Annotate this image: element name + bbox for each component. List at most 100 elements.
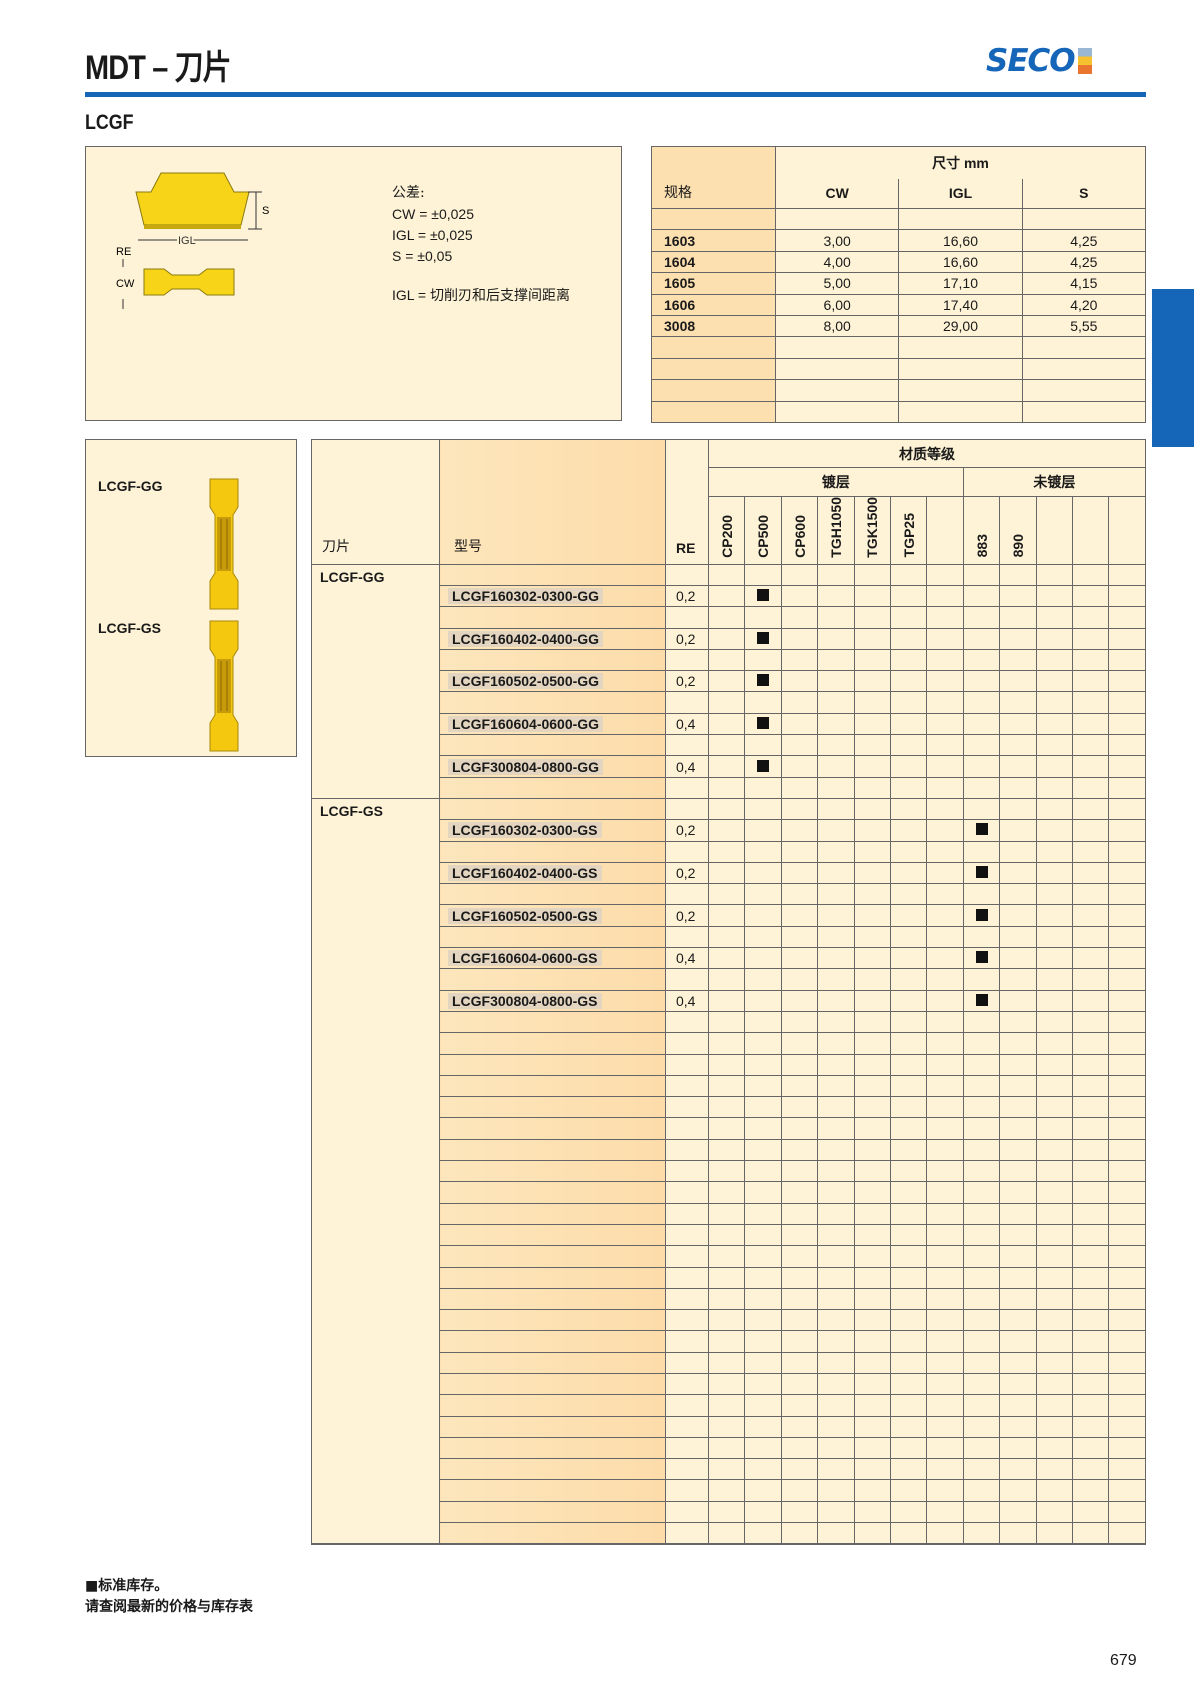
grade-label: CP200 (718, 514, 735, 558)
model-cell (439, 1479, 666, 1502)
grade-cell (926, 1394, 964, 1417)
grade-cell (707, 1223, 746, 1247)
model-code[interactable]: LCGF160604-0600-GG (448, 715, 604, 732)
grade-cell (1108, 1202, 1146, 1225)
svg-text:CW: CW (116, 278, 135, 290)
model-code[interactable]: LCGF160302-0300-GS (448, 822, 602, 839)
dim-cell (651, 357, 776, 380)
grade-cell (890, 1479, 928, 1502)
model-code[interactable]: LCGF160502-0500-GG (448, 673, 604, 690)
grade-cell (999, 776, 1037, 799)
grade-cell (999, 563, 1037, 587)
grade-cell (780, 1032, 819, 1055)
grade-cell (1108, 1415, 1146, 1438)
grade-cell (744, 1010, 782, 1034)
model-code[interactable]: LCGF160402-0400-GG (448, 630, 604, 647)
grade-cell (1072, 904, 1110, 927)
grade-cell (1035, 968, 1074, 991)
grade-cell (744, 925, 782, 949)
grade-cell (1035, 1032, 1074, 1055)
grade-cell (890, 712, 928, 736)
grade-cell (1072, 1053, 1110, 1076)
grade-cell (853, 925, 892, 949)
dim-cell (898, 379, 1023, 402)
model-code[interactable]: LCGF160604-0600-GS (448, 950, 602, 967)
grade-cell (999, 1117, 1037, 1140)
model-cell (439, 1202, 666, 1225)
grade-cell (1072, 1245, 1110, 1268)
grade-cell (1072, 1436, 1110, 1460)
grade-cell (780, 734, 819, 757)
grade-cell (744, 840, 782, 863)
grade-header: TGK1500 (853, 496, 892, 565)
grade-cell (926, 1309, 964, 1332)
model-cell (439, 1266, 666, 1289)
model-cell (439, 1096, 666, 1119)
table-row-empty (312, 648, 1146, 672)
grade-cell (780, 1160, 819, 1183)
table-row: LCGF160302-0300-GS 0,2 (312, 819, 1146, 842)
insert-drawing-panel: S IGL RE CW 公差: CW = ±0,025 IGL = ±0,025… (85, 146, 622, 421)
re-value: 0,2 (665, 904, 709, 927)
re-value: 0,2 (665, 670, 709, 693)
grade-cell (999, 1138, 1037, 1162)
model-code[interactable]: LCGF160402-0400-GS (448, 865, 602, 881)
grade-cell (853, 648, 892, 672)
grade-cell (1072, 1202, 1110, 1225)
grade-cell (1072, 819, 1110, 842)
grade-cell (744, 989, 782, 1012)
grade-cell (999, 648, 1037, 672)
grade-cell (962, 1330, 1001, 1353)
grade-cell (1072, 1223, 1110, 1247)
grade-cell (1072, 925, 1110, 949)
dim-s: 5,55 (1021, 314, 1146, 337)
grade-cell (962, 1096, 1001, 1119)
grade-cell (890, 1287, 928, 1311)
grade-cell (926, 1287, 964, 1311)
re-value (665, 1479, 709, 1502)
grade-cell (890, 1160, 928, 1183)
grade-cell (1108, 1053, 1146, 1076)
grade-cell (744, 1032, 782, 1055)
grade-cell (707, 776, 746, 799)
model-cell: LCGF300804-0800-GG (439, 755, 666, 778)
grade-cell (853, 606, 892, 629)
grade-cell (1108, 904, 1146, 927)
grade-cell (744, 1500, 782, 1524)
model-cell (439, 1117, 666, 1140)
grade-cell (1035, 904, 1074, 927)
grade-cell (926, 1415, 964, 1438)
dim-cw: 8,00 (774, 314, 899, 337)
grade-cell (1035, 1351, 1074, 1374)
model-code[interactable]: LCGF300804-0800-GS (448, 992, 602, 1009)
dim-row: 1606 6,00 17,40 4,20 (651, 293, 1146, 316)
model-code[interactable]: LCGF300804-0800-GG (448, 758, 604, 775)
model-cell (439, 1138, 666, 1162)
grade-cell (890, 797, 928, 821)
grade-cell (890, 1330, 928, 1353)
grade-cell (1072, 584, 1110, 608)
dim-igl: 29,00 (898, 314, 1023, 337)
re-value (665, 1500, 709, 1524)
dim-cell (774, 400, 899, 423)
grade-cell (707, 904, 746, 927)
grade-cell (853, 776, 892, 799)
grade-cell (707, 840, 746, 863)
model-cell (439, 1287, 666, 1311)
model-cell (439, 1458, 666, 1481)
grade-cell (926, 1458, 964, 1481)
dim-row: 3008 8,00 29,00 5,55 (651, 314, 1146, 337)
grade-cell (1108, 797, 1146, 821)
grade-cell (744, 1351, 782, 1374)
model-code[interactable]: LCGF160302-0300-GG (448, 588, 604, 605)
dim-size: 3008 (651, 314, 776, 337)
grade-cell (962, 1245, 1001, 1268)
grade-cell (962, 968, 1001, 991)
model-code[interactable]: LCGF160502-0500-GS (448, 907, 602, 924)
dim-row-empty (651, 400, 1146, 423)
grade-cell (817, 627, 855, 650)
model-cell: LCGF160402-0400-GS (439, 861, 666, 885)
dim-size: 1605 (651, 272, 776, 295)
grade-cell (853, 1309, 892, 1332)
grade-cell (1108, 968, 1146, 991)
